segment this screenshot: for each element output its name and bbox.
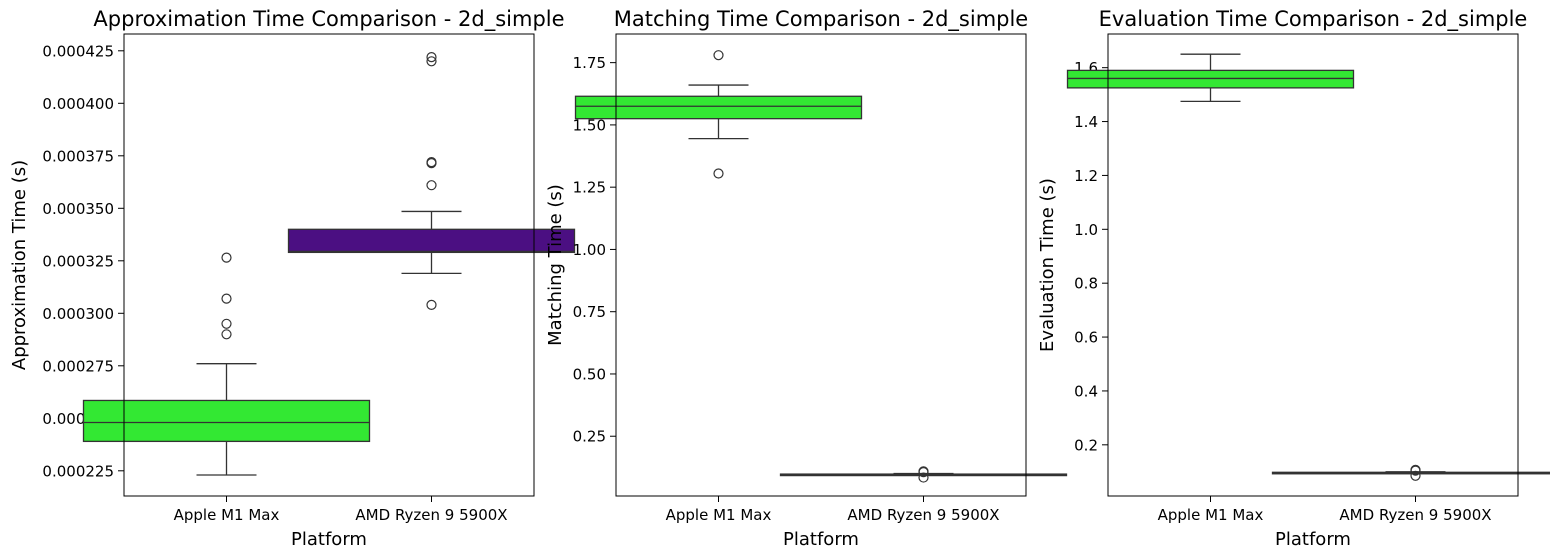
box-0 [1066,53,1355,102]
outlier-point [221,329,232,340]
y-axis-label: Approximation Time (s) [9,160,30,370]
x-axis-label: Platform [291,529,367,550]
x-tick-label: AMD Ryzen 9 5900X [1339,506,1491,524]
iqr-box [574,95,863,120]
x-tick-label: AMD Ryzen 9 5900X [847,506,999,524]
y-tick-label: 0.000275 [42,357,114,375]
y-tick-label: 0.000225 [42,462,114,480]
approximation-time-chart: 0.0002250.0002500.0002750.0003000.000325… [9,7,576,550]
box-1 [1271,464,1550,481]
x-axis-label: Platform [783,529,859,550]
y-tick-label: 1.50 [573,116,606,134]
y-tick-label: 0.75 [573,303,606,321]
chart-title: Approximation Time Comparison - 2d_simpl… [93,7,564,32]
y-tick-label: 0.2 [1074,436,1098,454]
y-tick-label: 0.000300 [42,305,114,323]
outlier-point [713,168,724,179]
y-tick-label: 0.000425 [42,42,114,60]
y-tick-label: 1.2 [1074,167,1098,185]
x-axis-label: Platform [1275,529,1351,550]
iqr-box [287,228,576,254]
y-tick-label: 1.0 [1074,221,1098,239]
y-axis-label: Matching Time (s) [545,184,566,346]
y-tick-label: 1.25 [573,179,606,197]
x-tick-label: Apple M1 Max [1158,506,1264,524]
outlier-point [221,252,232,263]
y-tick-label: 0.000350 [42,200,114,218]
matching-time-chart: 0.25 0.50 0.75 1.00 1.25 1.50 1.75 Apple M1 Max… [545,7,1068,550]
outlier-point [426,299,437,310]
box-0 [574,50,863,179]
y-tick-label: 0.4 [1074,382,1098,400]
outlier-point [713,50,724,61]
y-tick-label: 0.000325 [42,252,114,270]
y-tick-label: 0.6 [1074,329,1098,347]
y-tick-label: 1.00 [573,241,606,259]
y-tick-label: 1.75 [573,54,606,72]
box-1 [287,51,576,310]
outlier-point [918,472,929,483]
y-tick-label: 0.000400 [42,95,114,113]
x-tick-label: Apple M1 Max [666,506,772,524]
x-tick-label: Apple M1 Max [174,506,280,524]
plot-area-frame [615,33,1027,497]
y-axis-label: Evaluation Time (s) [1037,178,1058,352]
y-tick-label: 0.8 [1074,275,1098,293]
outlier-point [221,293,232,304]
box-1 [779,466,1068,483]
iqr-box [1066,69,1355,89]
outlier-point [1410,470,1421,481]
outlier-point [1410,464,1421,475]
outlier-point [918,466,929,477]
y-tick-label: 1.4 [1074,113,1098,131]
y-tick-label: 0.50 [573,365,606,383]
chart-title: Evaluation Time Comparison - 2d_simple [1099,7,1528,32]
plot-area-frame [1107,33,1519,497]
outlier-point [426,51,437,63]
outlier-point [426,56,437,67]
iqr-box [82,399,371,443]
x-tick-label: AMD Ryzen 9 5900X [355,506,507,524]
outlier-point [426,180,437,191]
chart-title: Matching Time Comparison - 2d_simple [614,7,1028,32]
plot-area-frame [123,33,535,497]
outlier-point [426,157,437,168]
box-0 [82,252,371,476]
outlier-point [221,318,232,329]
y-tick-label: 0.000375 [42,147,114,165]
y-tick-label: 0.25 [573,428,606,446]
